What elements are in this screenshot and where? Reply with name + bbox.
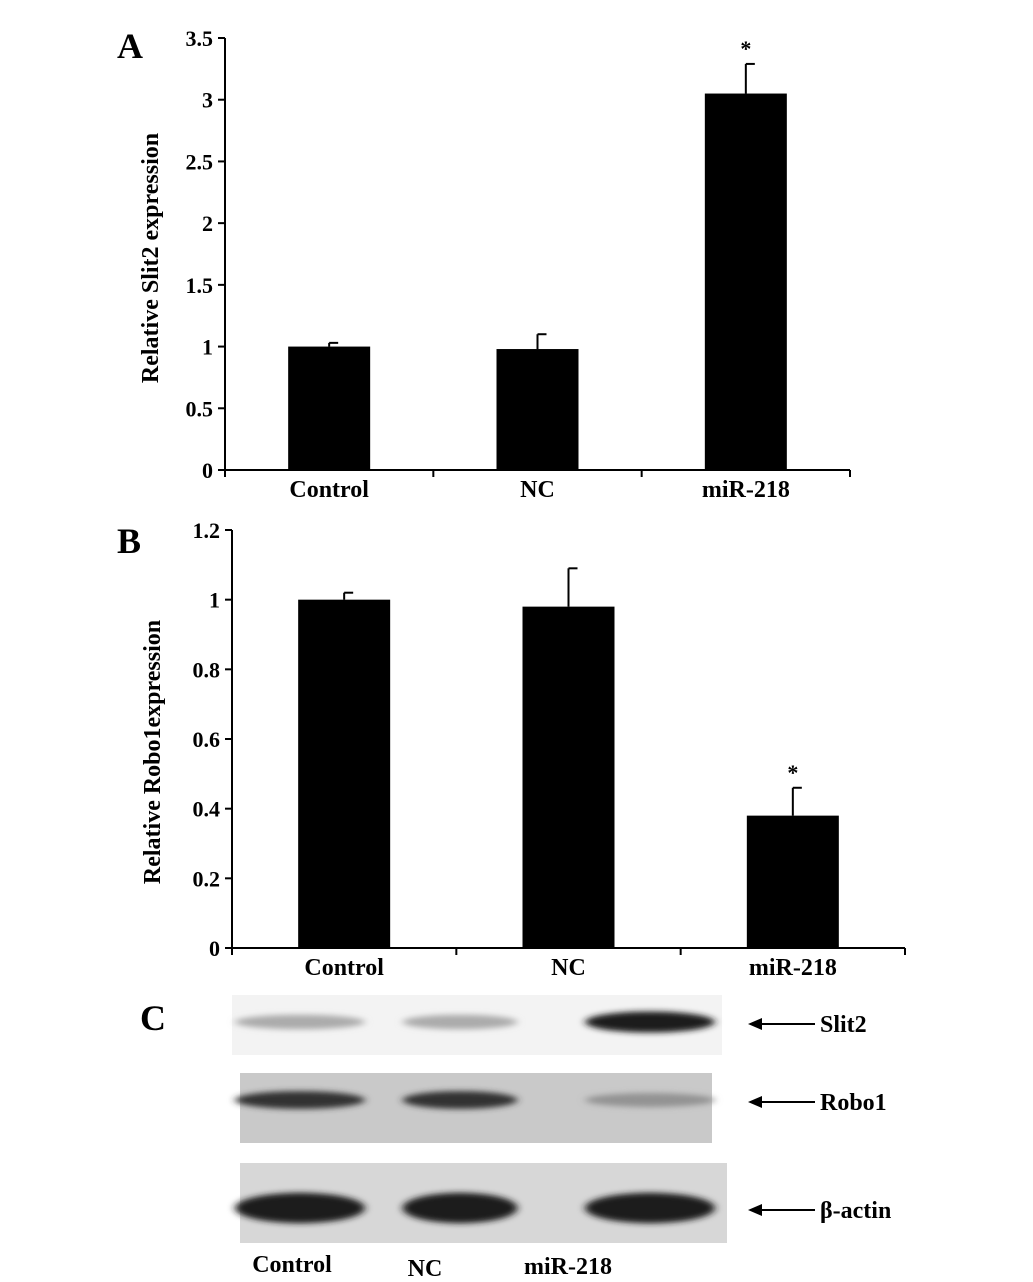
- y-tick-label: 1: [209, 588, 220, 613]
- x-categories-b: Control NC miR-218: [304, 955, 836, 981]
- blot-row-label: Robo1: [820, 1090, 887, 1116]
- x-category-label: Control: [289, 477, 369, 503]
- y-tick-label: 0.5: [186, 396, 214, 421]
- y-tick-label: 2: [202, 211, 213, 236]
- chart-panel-a: A Relative Slit2 expression * 0 0.5 1 1.5 2 2…: [117, 26, 851, 503]
- blot-lane-labels: Control NC miR-218: [252, 1252, 612, 1282]
- y-tick-label: 0.4: [193, 797, 221, 822]
- y-axis-title-a: Relative Slit2 expression: [138, 133, 164, 383]
- y-tick-label: 0: [209, 936, 220, 961]
- blot-band: [585, 1192, 715, 1224]
- bar: [496, 349, 579, 470]
- y-tick-label: 0.8: [193, 657, 221, 682]
- arrow-head-icon: [748, 1096, 762, 1108]
- blot-row-label: Slit2: [820, 1012, 867, 1038]
- blot-lane-label: miR-218: [524, 1254, 612, 1280]
- bar: [746, 815, 839, 948]
- y-axis-title-b: Relative Robo1expression: [140, 620, 166, 884]
- y-tick-label: 3: [202, 88, 213, 113]
- arrow-head-icon: [748, 1018, 762, 1030]
- significance-marker: *: [787, 760, 798, 785]
- y-ticks-a: 0 0.5 1 1.5 2 2.5 3 3.5: [186, 26, 225, 483]
- blot-lane-label: NC: [408, 1256, 443, 1282]
- bar: [298, 599, 391, 948]
- bars-a: *: [288, 36, 787, 471]
- panel-letter-a: A: [117, 26, 143, 66]
- y-tick-label: 0.6: [193, 727, 221, 752]
- x-category-label: NC: [551, 955, 586, 981]
- blot-band: [402, 1192, 518, 1224]
- panel-letter-b: B: [117, 521, 141, 561]
- blot-band: [235, 1091, 365, 1109]
- y-ticks-b: 0 0.2 0.4 0.6 0.8 1 1.2: [193, 518, 232, 961]
- y-tick-label: 3.5: [186, 26, 214, 51]
- blot-rows: Slit2 Robo1 β-actin: [232, 995, 891, 1243]
- x-categories-a: Control NC miR-218: [289, 477, 789, 503]
- bar: [704, 93, 787, 471]
- blot-band: [585, 1011, 715, 1033]
- y-tick-label: 1: [202, 335, 213, 360]
- bars-b: *: [298, 567, 839, 948]
- y-tick-label: 2.5: [186, 149, 214, 174]
- bar: [522, 606, 615, 948]
- arrow-head-icon: [748, 1204, 762, 1216]
- y-tick-label: 1.5: [186, 273, 214, 298]
- blot-band: [402, 1014, 518, 1030]
- blot-band: [235, 1192, 365, 1224]
- western-blot-panel: C Slit2 Robo1 β-actin Control NC miR-218: [140, 995, 891, 1282]
- blot-lane-label: Control: [252, 1252, 332, 1278]
- x-category-label: Control: [304, 955, 384, 981]
- x-category-label: miR-218: [749, 955, 837, 981]
- blot-band: [402, 1091, 518, 1109]
- x-category-label: miR-218: [702, 477, 790, 503]
- panel-letter-c: C: [140, 998, 166, 1038]
- y-tick-label: 1.2: [193, 518, 221, 543]
- x-category-label: NC: [520, 477, 555, 503]
- bar: [288, 346, 371, 470]
- blot-row-label: β-actin: [820, 1198, 891, 1224]
- significance-marker: *: [740, 36, 751, 61]
- y-tick-label: 0: [202, 458, 213, 483]
- blot-band: [235, 1014, 365, 1030]
- y-tick-label: 0.2: [193, 866, 221, 891]
- blot-band: [585, 1093, 715, 1107]
- chart-panel-b: B Relative Robo1expression * 00.20.40.60…: [117, 518, 906, 981]
